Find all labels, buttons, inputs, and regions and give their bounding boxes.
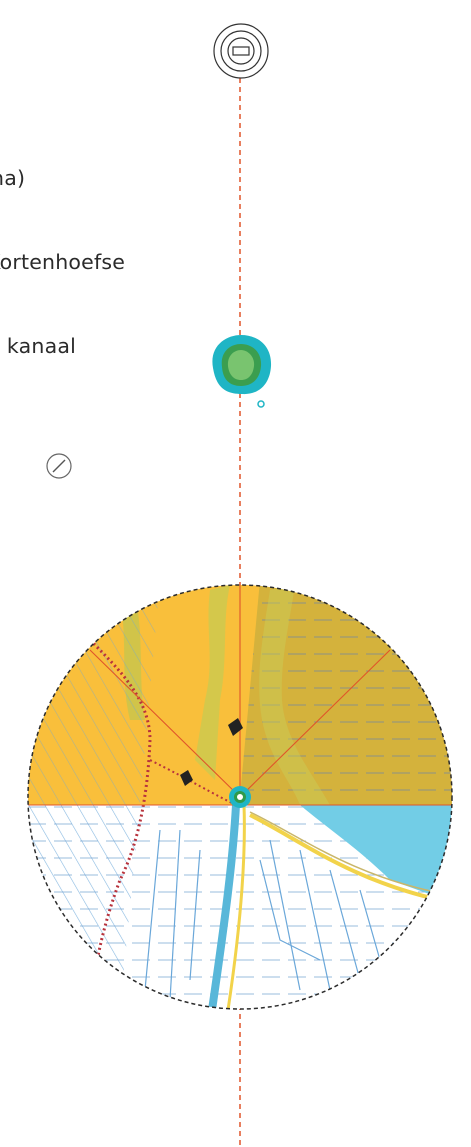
center-marker [229,786,251,808]
compass-icon [46,453,72,479]
dashed-circle-border [27,584,453,1010]
water-area [300,805,452,905]
caption-line-3: g kanaal [0,334,77,358]
green-teal-blob-icon [212,335,272,408]
caption-text: na) Kortenhoefse g kanaal [0,108,125,388]
hiking-path [88,638,152,1009]
caption-line-2: Kortenhoefse [0,250,126,274]
rectangle-in-concentric-circles-icon [213,23,269,79]
caption-line-1: na) [0,166,26,190]
